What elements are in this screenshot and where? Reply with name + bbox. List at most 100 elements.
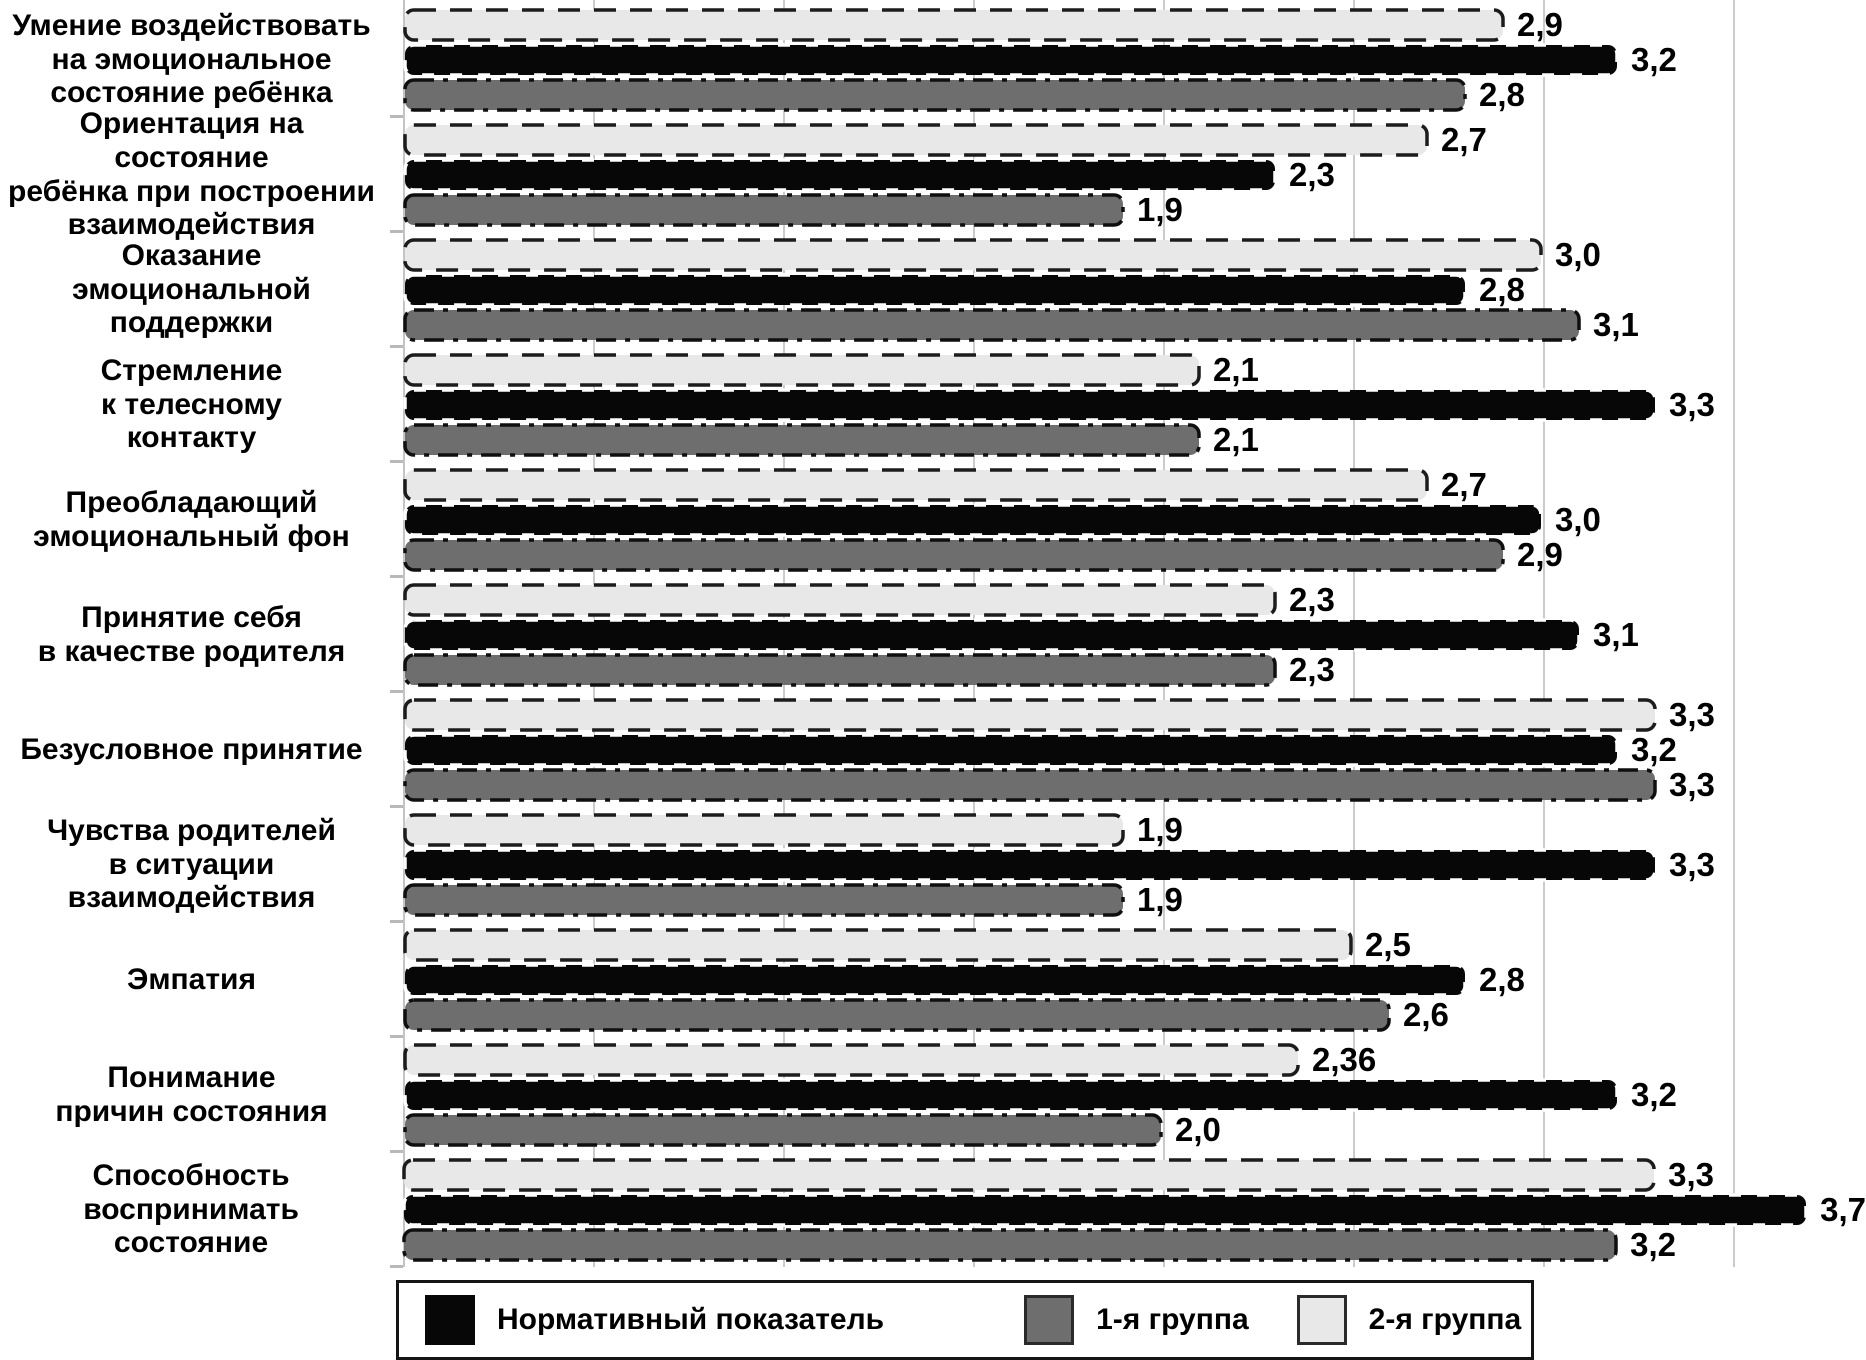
normative-bar (403, 962, 1467, 997)
value-label: 2,3 (1289, 155, 1335, 193)
bar-line: 3,0 (403, 237, 1866, 272)
group2-bar (403, 582, 1277, 617)
value-label: 2,1 (1213, 420, 1259, 458)
value-label: 1,9 (1137, 810, 1183, 848)
chart-row: Умение воздействовать на эмоциональное с… (0, 2, 1866, 117)
category-label: Оказание эмоциональной поддержки (72, 238, 311, 340)
group1-bar (403, 192, 1125, 227)
bar-line: 2,8 (403, 962, 1866, 997)
legend-item: Нормативный показатель (425, 1295, 884, 1345)
group2-bar (403, 237, 1543, 272)
bar-line: 3,3 (403, 847, 1866, 882)
bar-line: 1,9 (403, 882, 1866, 917)
normative-bar (403, 387, 1657, 422)
group1-bar (403, 537, 1505, 572)
bar-line: 2,3 (403, 582, 1866, 617)
axis-tick (390, 460, 403, 463)
normative-bar (403, 157, 1277, 192)
legend-swatch-group2 (1296, 1295, 1347, 1345)
axis-tick (390, 345, 403, 348)
axis-tick (390, 1035, 403, 1038)
value-label: 3,2 (1631, 730, 1677, 768)
value-label: 2,9 (1517, 535, 1563, 573)
axis-tick (390, 1150, 403, 1153)
bar-line: 2,1 (403, 352, 1866, 387)
bar-group: 3,0 2,8 3,1 (403, 232, 1866, 347)
bar-line: 3,2 (403, 732, 1866, 767)
bar-group: 2,5 2,8 2,6 (403, 922, 1866, 1037)
bar-line: 3,3 (403, 767, 1866, 802)
value-label: 3,1 (1593, 305, 1639, 343)
axis-tick (390, 1265, 403, 1268)
axis-tick (390, 690, 403, 693)
value-label: 3,0 (1555, 500, 1601, 538)
group1-bar (403, 422, 1201, 457)
value-label: 2,8 (1479, 75, 1525, 113)
legend-label: Нормативный показатель (497, 1303, 885, 1336)
group2-bar (403, 927, 1353, 962)
axis-tick (390, 805, 403, 808)
legend-item: 1-я группа (1024, 1295, 1249, 1345)
axis-tick (390, 575, 403, 578)
group1-bar (403, 882, 1125, 917)
bar-group: 2,1 3,3 2,1 (403, 347, 1866, 462)
bar-line: 2,7 (403, 467, 1866, 502)
bar-line: 3,7 (402, 1192, 1866, 1227)
group1-bar (403, 652, 1277, 687)
normative-bar (403, 1077, 1619, 1112)
value-label: 3,3 (1669, 765, 1715, 803)
bar-line: 3,1 (403, 617, 1866, 652)
group1-bar (403, 997, 1391, 1032)
bar-line: 2,9 (403, 7, 1866, 42)
value-label: 3,3 (1669, 845, 1715, 883)
chart-row: Понимание причин состояния 2,36 3,2 2,0 (0, 1037, 1866, 1152)
group2-bar (403, 467, 1429, 502)
chart-rows: Умение воздействовать на эмоциональное с… (0, 2, 1866, 1267)
bar-group: 3,3 3,7 3,2 (402, 1152, 1866, 1267)
bar-line: 2,36 (403, 1042, 1866, 1077)
category-label: Ориентация на состояние ребёнка при пост… (8, 106, 375, 242)
chart-row: Способность воспринимать состояние 3,3 3,7… (0, 1152, 1866, 1267)
category-label: Чувства родителей в ситуации взаимодейст… (47, 813, 336, 915)
value-label: 3,2 (1631, 40, 1677, 78)
group2-bar (403, 352, 1201, 387)
category-label: Способность воспринимать состояние (83, 1158, 299, 1260)
normative-bar (403, 42, 1619, 77)
value-label: 2,3 (1289, 580, 1335, 618)
bar-line: 3,3 (403, 697, 1866, 732)
value-label: 3,2 (1631, 1075, 1677, 1113)
value-label: 2,7 (1441, 465, 1487, 503)
normative-bar (402, 1192, 1808, 1227)
group2-bar (403, 812, 1125, 847)
normative-bar (403, 732, 1619, 767)
legend-swatch-group1 (1024, 1295, 1075, 1345)
value-label: 2,7 (1441, 120, 1487, 158)
bar-line: 2,6 (403, 997, 1866, 1032)
bar-line: 2,3 (403, 157, 1866, 192)
value-label: 2,1 (1213, 350, 1259, 388)
value-label: 3,3 (1669, 385, 1715, 423)
bar-group: 3,3 3,2 3,3 (403, 692, 1866, 807)
bar-line: 2,9 (403, 537, 1866, 572)
bar-line: 3,3 (402, 1157, 1866, 1192)
y-axis-line (403, 0, 405, 1267)
bar-group: 2,3 3,1 2,3 (403, 577, 1866, 692)
legend-label: 1-я группа (1096, 1303, 1249, 1336)
value-label: 3,2 (1630, 1225, 1676, 1263)
bar-line: 3,2 (402, 1227, 1866, 1262)
value-label: 3,7 (1820, 1190, 1866, 1228)
legend-label: 2-я группа (1368, 1303, 1522, 1336)
bar-group: 2,7 2,3 1,9 (403, 117, 1866, 232)
bar-line: 2,1 (403, 422, 1866, 457)
normative-bar (403, 617, 1581, 652)
bar-group: 1,9 3,3 1,9 (403, 807, 1866, 922)
normative-bar (403, 502, 1543, 537)
group2-bar (402, 1157, 1656, 1192)
group1-bar (403, 77, 1467, 112)
axis-tick (390, 230, 403, 233)
value-label: 2,8 (1479, 960, 1525, 998)
group1-bar (403, 767, 1657, 802)
legend: Нормативный показатель 1-я группа 2-я груп… (396, 1280, 1534, 1360)
value-label: 1,9 (1137, 190, 1183, 228)
bar-line: 2,8 (403, 272, 1866, 307)
